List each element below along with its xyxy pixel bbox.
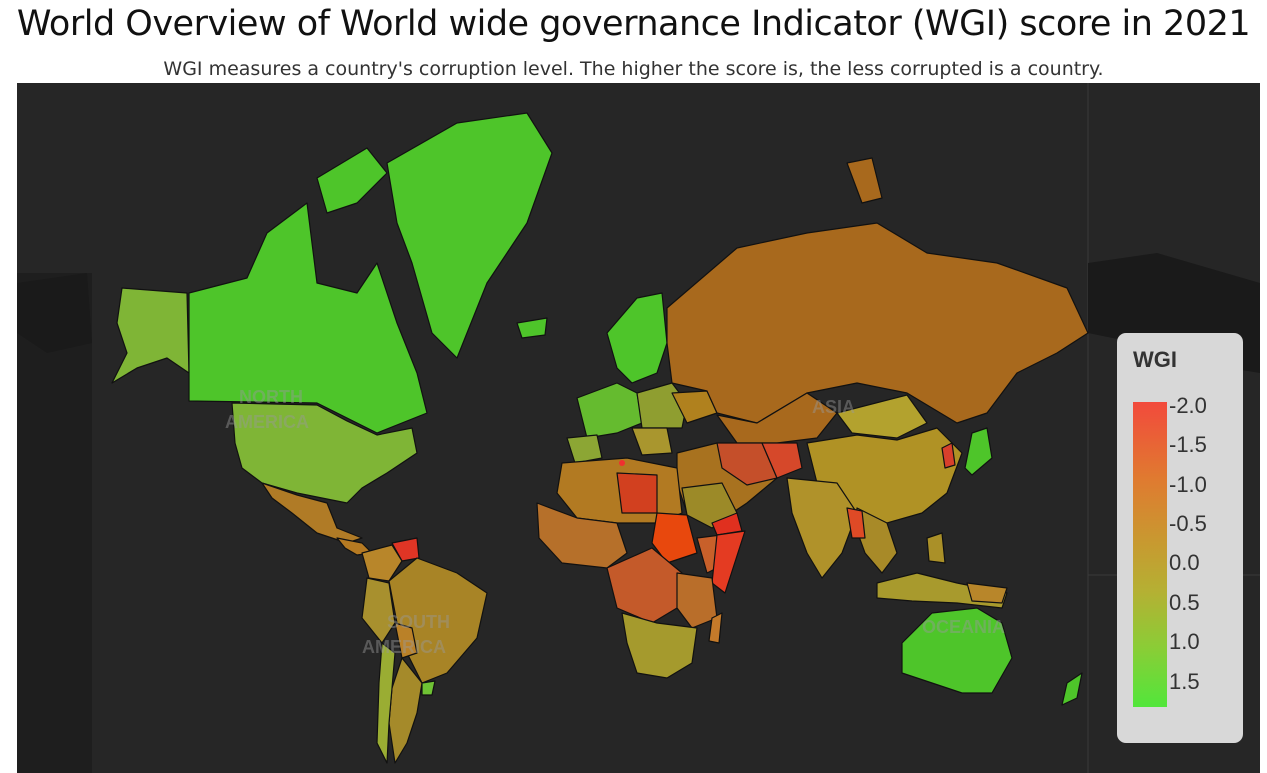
- region-new-zealand[interactable]: [1061, 672, 1083, 706]
- alaska-tip-grey: [17, 273, 92, 353]
- region-russia[interactable]: [666, 222, 1089, 424]
- map-title: World Overview of World wide governance …: [16, 4, 1251, 44]
- region-colombia[interactable]: [361, 544, 403, 582]
- region-japan[interactable]: [964, 427, 993, 476]
- legend-tick: 1.5: [1169, 669, 1200, 694]
- region-australia[interactable]: [901, 607, 1013, 694]
- region-afghanistan[interactable]: [761, 442, 803, 479]
- legend-tick: -0.5: [1169, 511, 1207, 536]
- region-iceland[interactable]: [516, 317, 548, 339]
- label-america-north: AMERICA: [225, 412, 309, 432]
- region-usa[interactable]: [231, 402, 418, 504]
- region-greenland[interactable]: [386, 112, 553, 359]
- region-peru[interactable]: [361, 577, 396, 644]
- legend-tick: 1.0: [1169, 629, 1200, 654]
- region-canada-arctic[interactable]: [316, 147, 388, 214]
- region-uruguay[interactable]: [421, 680, 436, 696]
- label-south: SOUTH: [387, 612, 450, 632]
- world-map[interactable]: NORTH AMERICA SOUTH AMERICA ASIA OCEANIA: [17, 83, 1260, 773]
- region-east-africa[interactable]: [676, 572, 718, 629]
- region-alaska[interactable]: [111, 287, 190, 384]
- legend-tick: 0.0: [1169, 550, 1200, 575]
- region-madagascar[interactable]: [708, 612, 723, 644]
- region-mongolia[interactable]: [836, 394, 928, 439]
- legend-tick: -1.0: [1169, 472, 1207, 497]
- region-chile[interactable]: [376, 642, 396, 764]
- region-iberia[interactable]: [566, 434, 603, 464]
- region-bolivia[interactable]: [394, 622, 418, 659]
- label-north: NORTH: [239, 387, 303, 407]
- map-subtitle: WGI measures a country's corruption leve…: [163, 58, 1104, 80]
- region-canada[interactable]: [188, 202, 428, 434]
- region-sudan[interactable]: [651, 512, 698, 564]
- label-america-south: AMERICA: [362, 637, 446, 657]
- colorbar-legend: WGI -2.0 -1.5 -1.0 -0.5 0.0 0.5 1.0 1.5: [1117, 333, 1243, 743]
- region-southern-africa[interactable]: [621, 612, 698, 679]
- region-libya[interactable]: [616, 472, 658, 514]
- region-mexico[interactable]: [261, 482, 363, 544]
- region-scandinavia[interactable]: [606, 292, 668, 384]
- region-papua[interactable]: [966, 582, 1008, 604]
- region-philippines[interactable]: [926, 532, 946, 564]
- region-korea[interactable]: [941, 442, 956, 469]
- label-oceania: OCEANIA: [922, 617, 1005, 637]
- region-russia-north-island[interactable]: [846, 157, 883, 204]
- basemap-edge-left: [17, 273, 92, 773]
- region-malta[interactable]: [619, 460, 625, 466]
- region-myanmar[interactable]: [846, 507, 866, 539]
- region-west-africa[interactable]: [536, 502, 628, 569]
- region-india[interactable]: [786, 477, 858, 579]
- region-balkans[interactable]: [631, 427, 673, 456]
- label-asia: ASIA: [812, 397, 855, 417]
- region-iran[interactable]: [716, 442, 778, 486]
- legend-tick: -1.5: [1169, 432, 1207, 457]
- colorbar-gradient: [1133, 402, 1167, 707]
- legend-tick: -2.0: [1169, 393, 1207, 418]
- legend-title: WGI: [1133, 347, 1177, 372]
- legend-tick: 0.5: [1169, 590, 1200, 615]
- region-somalia[interactable]: [711, 530, 746, 594]
